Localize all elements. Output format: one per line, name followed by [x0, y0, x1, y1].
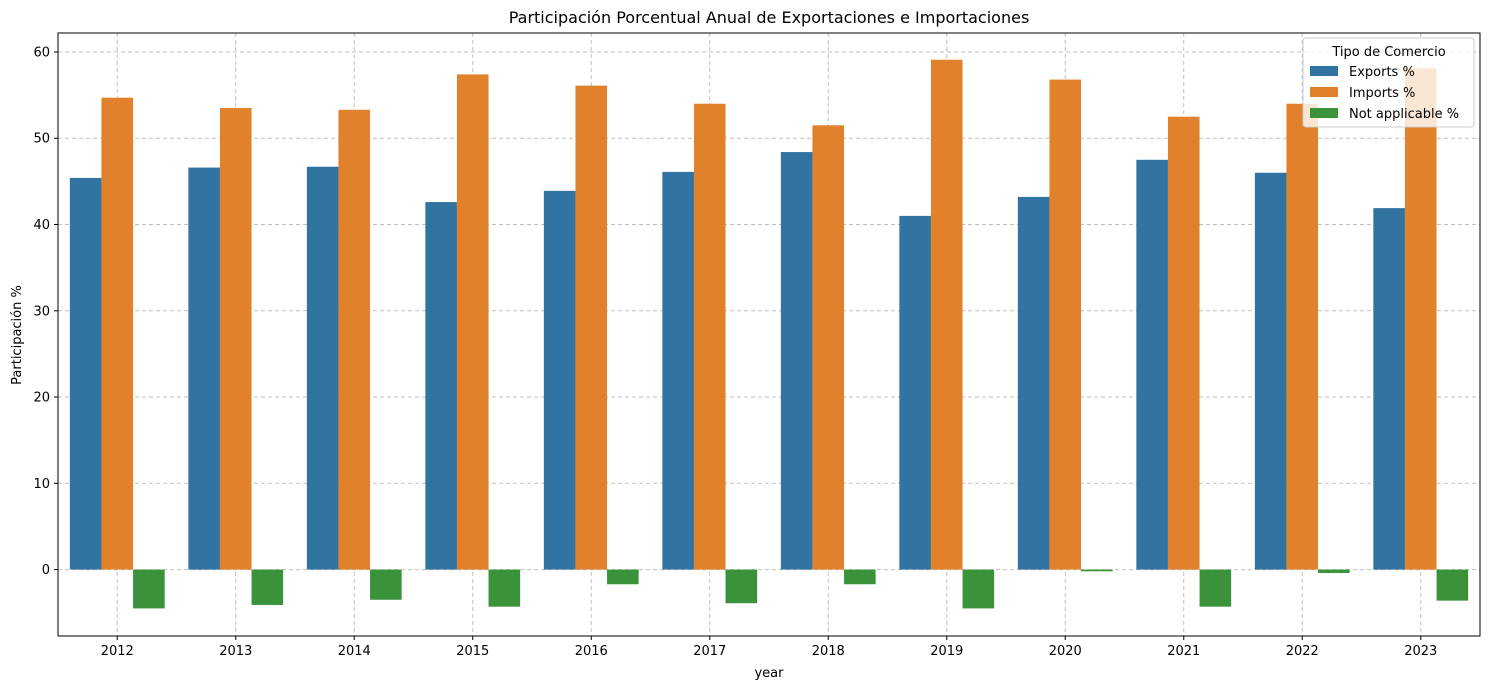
x-tick-label: 2022 [1286, 644, 1319, 659]
bar-not-applicable-2012 [133, 569, 165, 609]
y-tick-label: 30 [33, 304, 50, 319]
legend-swatch [1310, 108, 1338, 118]
bar-not-applicable-2016 [607, 569, 639, 585]
y-tick-label: 20 [33, 391, 50, 406]
legend-box [1302, 37, 1475, 128]
bar-not-applicable-2021 [1199, 569, 1232, 607]
bar-not-applicable-2019 [962, 569, 995, 609]
y-tick-label: 10 [33, 477, 50, 492]
bars [69, 59, 1469, 609]
x-tick-label: 2019 [930, 644, 963, 659]
x-tick-label: 2014 [338, 644, 371, 659]
x-tick-label: 2012 [101, 644, 134, 659]
y-tick-label: 0 [42, 563, 50, 578]
legend: Tipo de Comercio Exports % Imports % Not a… [1302, 37, 1475, 128]
bar-exports-2019 [899, 215, 931, 570]
legend-swatch [1310, 87, 1338, 97]
bar-exports-2017 [662, 171, 694, 570]
x-tick-label: 2017 [693, 644, 726, 659]
bar-imports-2013 [219, 108, 252, 570]
y-axis-label: Participación % [10, 285, 25, 385]
bar-imports-2014 [338, 109, 371, 570]
y-axis-ticks: 0 10 20 30 40 50 60 [33, 45, 58, 578]
bar-imports-2012 [101, 97, 134, 570]
legend-swatch [1310, 66, 1338, 76]
bar-imports-2022 [1286, 103, 1319, 570]
bar-imports-2023 [1404, 68, 1437, 570]
y-tick-label: 50 [33, 132, 50, 147]
bar-not-applicable-2013 [251, 569, 284, 605]
bar-exports-2021 [1136, 159, 1168, 570]
bar-exports-2020 [1017, 196, 1050, 570]
legend-title: Tipo de Comercio [1331, 45, 1445, 60]
bar-not-applicable-2017 [725, 569, 758, 604]
y-tick-label: 40 [33, 218, 50, 233]
x-tick-label: 2013 [219, 644, 252, 659]
bar-not-applicable-2020 [1081, 569, 1113, 572]
bar-exports-2013 [188, 167, 220, 570]
bar-exports-2014 [306, 166, 339, 570]
y-tick-label: 60 [33, 45, 50, 60]
bar-imports-2019 [930, 59, 963, 570]
bar-exports-2012 [69, 177, 102, 570]
legend-label: Imports % [1349, 86, 1415, 101]
x-axis-ticks: 2012 2013 2014 2015 2016 2017 2018 2019 2020 2021… [101, 636, 1437, 659]
bar-exports-2018 [780, 152, 813, 570]
bar-imports-2020 [1049, 79, 1082, 570]
x-tick-label: 2020 [1049, 644, 1082, 659]
bar-not-applicable-2023 [1436, 569, 1469, 601]
bar-not-applicable-2018 [844, 569, 876, 585]
bar-not-applicable-2014 [370, 569, 402, 600]
bar-not-applicable-2015 [488, 569, 521, 607]
bar-exports-2016 [543, 190, 576, 570]
bar-exports-2022 [1254, 172, 1287, 570]
legend-label: Exports % [1349, 65, 1415, 80]
plot-frame [57, 32, 1481, 637]
x-tick-label: 2016 [575, 644, 608, 659]
bar-imports-2015 [456, 74, 489, 570]
bar-imports-2018 [812, 125, 845, 570]
x-tick-label: 2015 [456, 644, 489, 659]
chart-title: Participación Porcentual Anual de Export… [509, 8, 1030, 27]
x-tick-label: 2018 [812, 644, 845, 659]
bar-not-applicable-2022 [1318, 569, 1350, 574]
bar-imports-2017 [693, 103, 726, 570]
legend-label: Not applicable % [1349, 107, 1459, 122]
bar-exports-2023 [1373, 208, 1405, 570]
x-axis-label: year [754, 666, 784, 681]
bar-imports-2016 [575, 85, 608, 570]
x-tick-label: 2021 [1167, 644, 1200, 659]
x-tick-label: 2023 [1404, 644, 1437, 659]
bar-exports-2015 [425, 202, 457, 570]
bar-imports-2021 [1167, 116, 1200, 570]
